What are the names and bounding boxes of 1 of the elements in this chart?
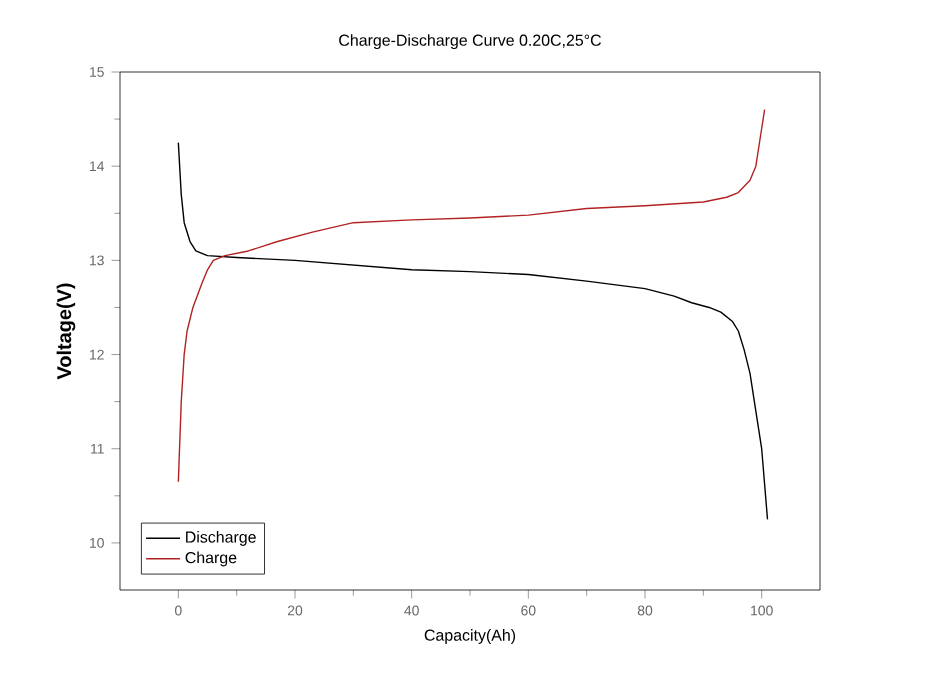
y-axis-title: Voltage(V) [56,283,76,380]
